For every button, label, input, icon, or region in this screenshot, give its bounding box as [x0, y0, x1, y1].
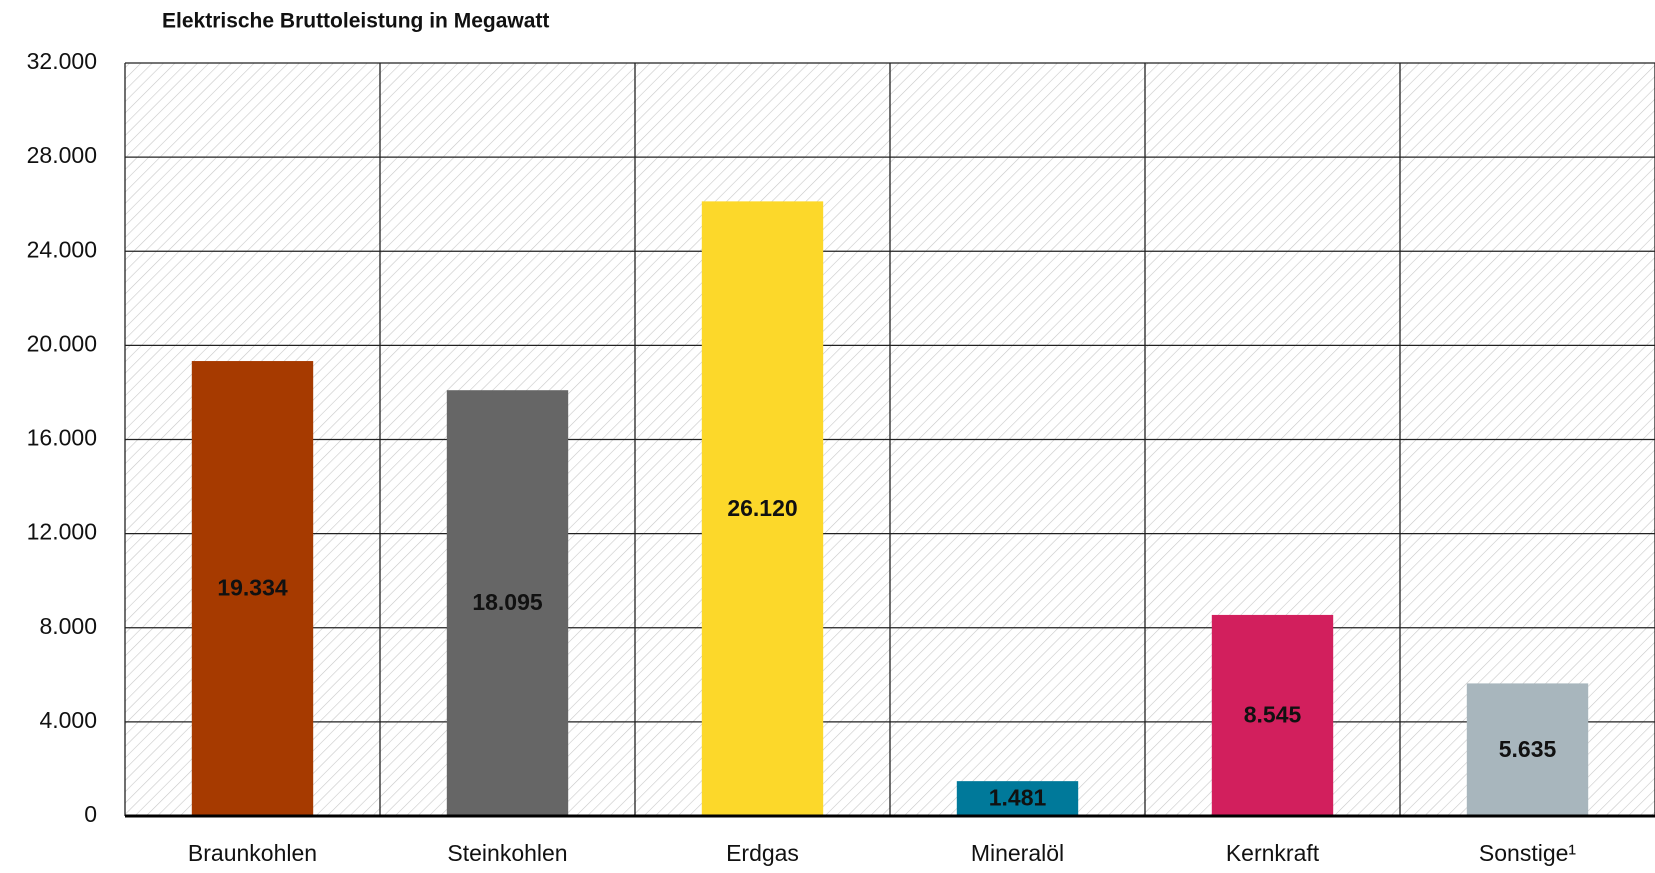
value-label: 1.481 — [989, 785, 1047, 811]
bar — [1466, 683, 1589, 816]
bar — [956, 781, 1079, 816]
value-label: 5.635 — [1499, 736, 1557, 762]
y-tick-label: 24.000 — [27, 236, 97, 262]
y-tick-label: 4.000 — [39, 707, 97, 733]
y-tick-label: 8.000 — [39, 613, 97, 639]
y-tick-label: 28.000 — [27, 142, 97, 168]
x-tick-label: Braunkohlen — [188, 840, 317, 866]
bar — [701, 201, 824, 816]
x-tick-label: Sonstige¹ — [1479, 840, 1577, 866]
chart-title: Elektrische Bruttoleistung in Megawatt — [162, 10, 549, 33]
value-label: 18.095 — [472, 589, 543, 615]
x-tick-label: Erdgas — [726, 840, 799, 866]
bar — [191, 361, 314, 816]
bar — [446, 390, 569, 816]
y-tick-label: 12.000 — [27, 519, 97, 545]
x-tick-label: Steinkohlen — [447, 840, 567, 866]
x-tick-label: Mineralöl — [971, 840, 1064, 866]
y-tick-label: 20.000 — [27, 330, 97, 356]
bar — [1211, 614, 1334, 816]
x-tick-label: Kernkraft — [1226, 840, 1320, 866]
value-label: 8.545 — [1244, 702, 1302, 728]
y-tick-label: 0 — [84, 801, 97, 827]
value-label: 19.334 — [217, 575, 288, 601]
y-tick-label: 32.000 — [27, 48, 97, 74]
y-tick-label: 16.000 — [27, 425, 97, 451]
value-label: 26.120 — [727, 495, 797, 521]
